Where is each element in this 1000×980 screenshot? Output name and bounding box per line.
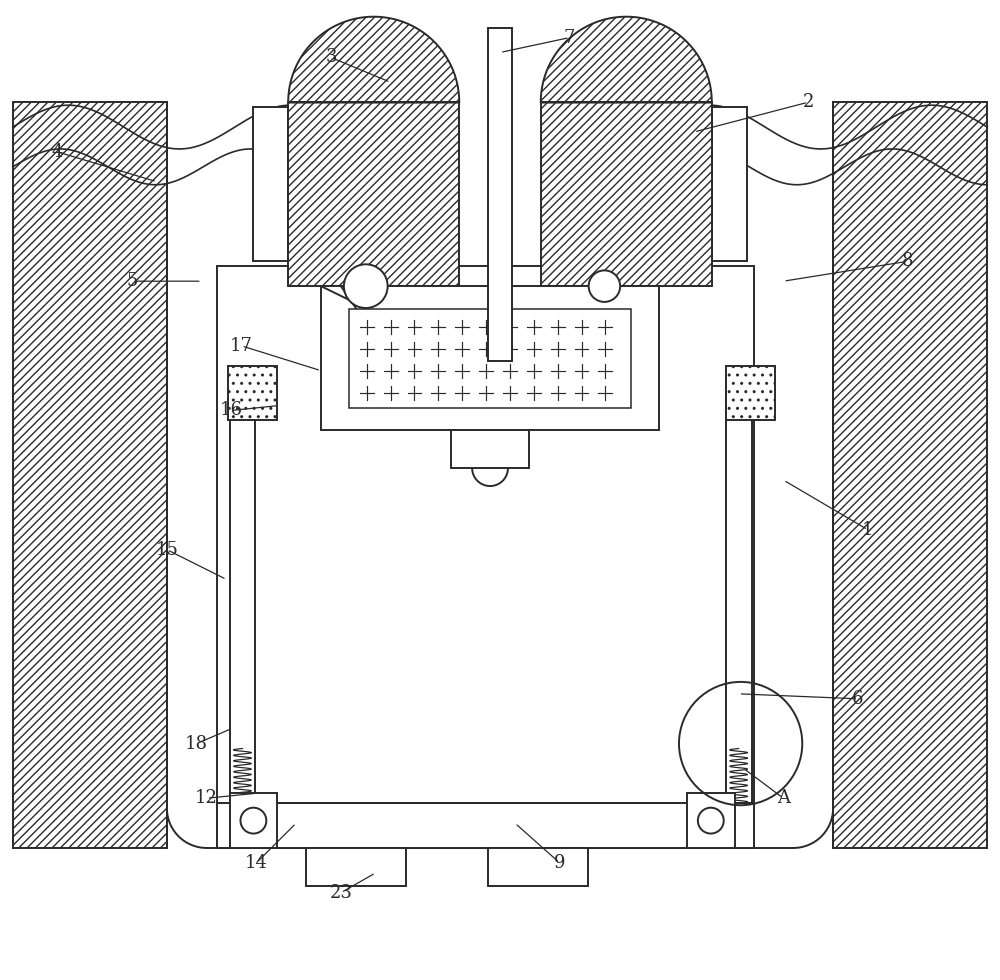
Bar — [726, 366, 775, 420]
Bar — [687, 793, 735, 848]
Text: 14: 14 — [245, 854, 268, 872]
Text: 1: 1 — [862, 520, 874, 539]
Text: 23: 23 — [329, 884, 352, 902]
Text: 5: 5 — [126, 272, 138, 290]
Bar — [230, 380, 255, 804]
Bar — [230, 793, 277, 848]
Text: 9: 9 — [554, 854, 565, 872]
Text: 7: 7 — [564, 28, 575, 47]
Text: 6: 6 — [852, 690, 864, 708]
Text: 2: 2 — [803, 93, 814, 111]
Text: 18: 18 — [185, 735, 208, 753]
Bar — [217, 804, 754, 848]
Polygon shape — [541, 17, 712, 102]
Text: 16: 16 — [220, 402, 243, 419]
Bar — [488, 848, 588, 886]
Bar — [13, 102, 167, 848]
Text: A: A — [777, 789, 790, 808]
Bar — [541, 102, 712, 286]
Bar — [349, 309, 631, 409]
Circle shape — [344, 265, 388, 308]
Bar — [712, 107, 747, 262]
Bar — [253, 107, 288, 262]
Text: 4: 4 — [52, 143, 63, 161]
Bar — [833, 102, 987, 848]
Text: 15: 15 — [155, 541, 178, 559]
Bar — [726, 380, 752, 804]
Bar — [288, 102, 459, 286]
Text: 17: 17 — [230, 337, 253, 355]
Bar — [306, 848, 406, 886]
Bar — [228, 366, 277, 420]
Bar — [488, 27, 512, 361]
Bar — [321, 286, 659, 430]
Text: 12: 12 — [195, 789, 218, 808]
Polygon shape — [288, 17, 459, 102]
Text: 8: 8 — [902, 252, 913, 270]
Bar — [451, 430, 529, 468]
Bar — [217, 267, 754, 848]
Circle shape — [589, 270, 620, 302]
Text: 3: 3 — [325, 48, 337, 67]
